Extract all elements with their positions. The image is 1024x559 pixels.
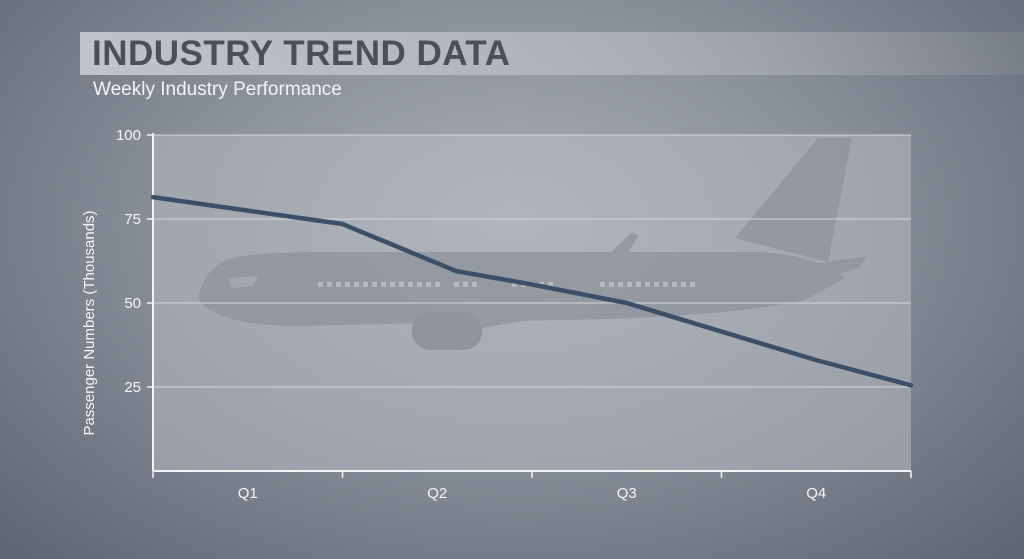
airplane-winglet [580, 232, 638, 290]
airplane-window [472, 282, 477, 287]
airplane-window [417, 282, 422, 287]
y-tick-label: 25 [124, 379, 141, 396]
y-axis-title: Passenger Numbers (Thousands) [81, 210, 98, 435]
airplane-window [435, 282, 440, 287]
title-banner [80, 32, 1024, 75]
airplane-window [548, 282, 553, 287]
chart-title: INDUSTRY TREND DATA [92, 34, 511, 73]
airplane-window [399, 282, 404, 287]
y-tick-label: 50 [124, 295, 141, 312]
airplane-silhouette-image [198, 138, 868, 350]
chart-subtitle: Weekly Industry Performance [93, 79, 342, 100]
airplane-window [681, 282, 686, 287]
x-tick-label: Q3 [617, 485, 637, 502]
airplane-window [454, 282, 459, 287]
y-tick-label: 75 [124, 211, 141, 228]
x-tick-label: Q1 [238, 485, 258, 502]
airplane-window [381, 282, 386, 287]
x-tick-labels: Q1 Q2 Q3 Q4 [238, 485, 827, 502]
axes [152, 133, 912, 478]
airplane-window [672, 282, 677, 287]
airplane-cockpit-window [228, 276, 258, 288]
airplane-window [690, 282, 695, 287]
airplane-window [627, 282, 632, 287]
airplane-window [408, 282, 413, 287]
airplane-window [618, 282, 623, 287]
series-line [150, 194, 914, 388]
gridlines [147, 134, 911, 388]
airplane-engine [412, 312, 482, 350]
airplane-window [327, 282, 332, 287]
airplane-window [600, 282, 605, 287]
airplane-window [609, 282, 614, 287]
y-tick-label: 100 [116, 127, 141, 144]
y-tick-labels: 25 50 75 100 [116, 127, 141, 396]
airplane-window [636, 282, 641, 287]
airplane-window [390, 282, 395, 287]
airplane-window [363, 282, 368, 287]
airplane-window [663, 282, 668, 287]
x-tick-label: Q2 [427, 485, 447, 502]
x-tick-label: Q4 [806, 485, 826, 502]
airplane-window [463, 282, 468, 287]
airplane-window [345, 282, 350, 287]
airplane-fuselage [198, 252, 845, 326]
airplane-window [426, 282, 431, 287]
airplane-window [336, 282, 341, 287]
airplane-window [654, 282, 659, 287]
airplane-window [318, 282, 323, 287]
airplane-window [512, 282, 517, 287]
series-lines [150, 194, 914, 388]
airplane-tail-fin [735, 138, 852, 262]
airplane-window [645, 282, 650, 287]
airplane-window [372, 282, 377, 287]
airplane-window [354, 282, 359, 287]
